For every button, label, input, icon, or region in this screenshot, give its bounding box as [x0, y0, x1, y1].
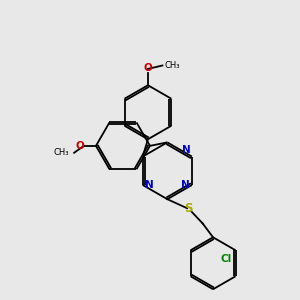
Text: Cl: Cl	[221, 254, 232, 264]
Text: CH₃: CH₃	[53, 148, 69, 157]
Text: CH₃: CH₃	[164, 61, 180, 70]
Text: O: O	[143, 63, 152, 73]
Text: N: N	[145, 180, 154, 190]
Text: N: N	[182, 145, 191, 155]
Text: S: S	[184, 202, 193, 215]
Text: N: N	[181, 180, 190, 190]
Text: O: O	[75, 141, 84, 151]
